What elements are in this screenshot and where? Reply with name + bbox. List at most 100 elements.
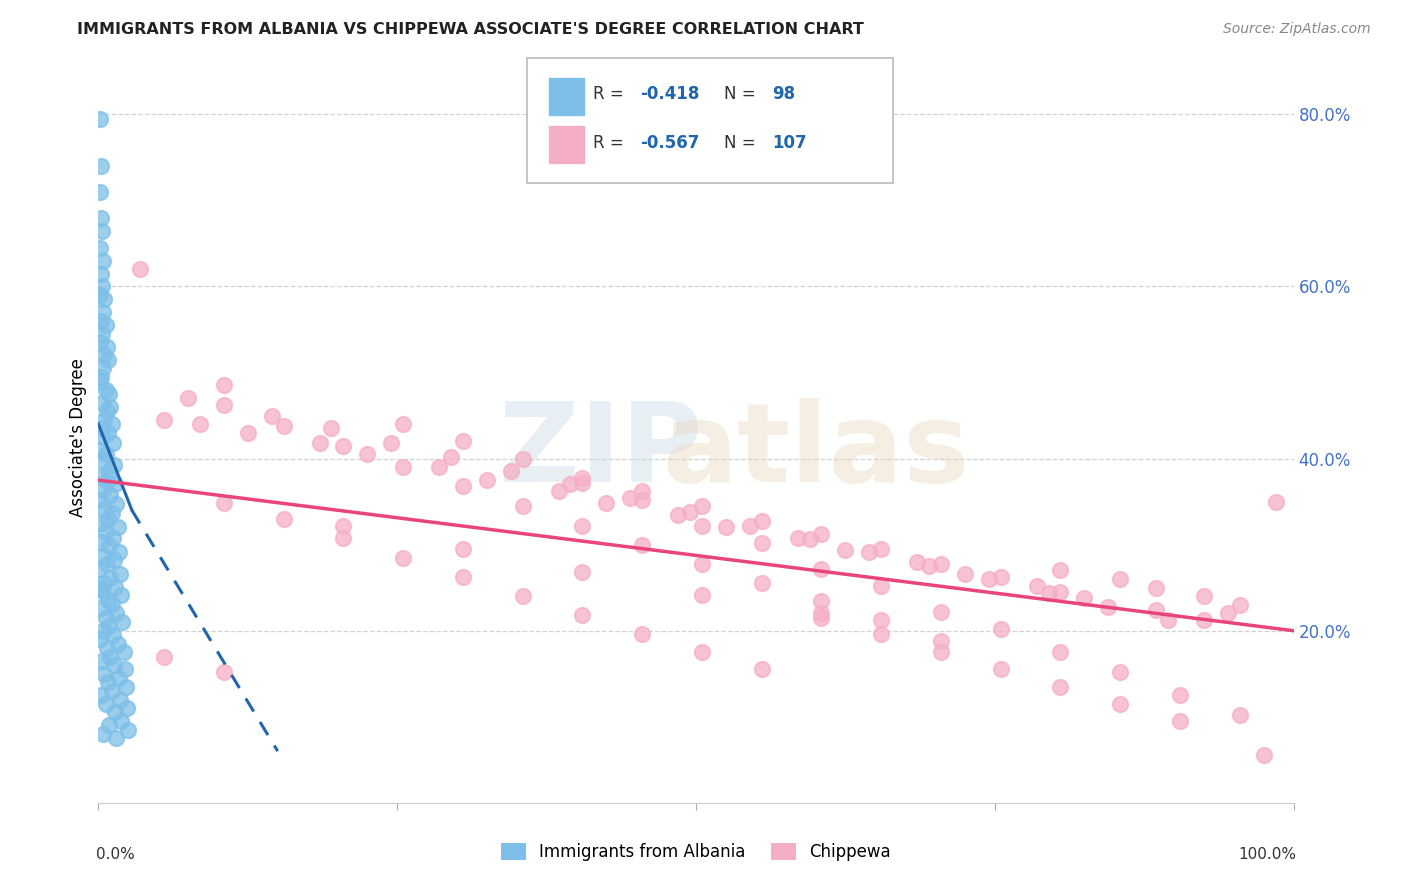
- Point: [595, 496, 617, 510]
- Point: [100, 597, 122, 611]
- Point: [451, 541, 474, 556]
- Point: [990, 622, 1012, 636]
- Point: [451, 479, 474, 493]
- Point: [308, 436, 330, 450]
- Point: [332, 518, 354, 533]
- Text: 0.0%: 0.0%: [96, 847, 135, 862]
- Point: [89, 562, 111, 576]
- Point: [332, 531, 354, 545]
- Point: [91, 253, 114, 268]
- Point: [90, 267, 112, 281]
- Point: [98, 649, 122, 664]
- Point: [1049, 585, 1071, 599]
- Point: [112, 645, 135, 659]
- Point: [1109, 665, 1132, 679]
- Point: [619, 491, 641, 505]
- Point: [153, 649, 176, 664]
- Point: [94, 697, 117, 711]
- Point: [1144, 603, 1167, 617]
- Point: [1097, 599, 1119, 614]
- Point: [571, 470, 593, 484]
- Point: [690, 499, 713, 513]
- Point: [93, 666, 115, 681]
- Point: [260, 409, 283, 423]
- Text: -0.418: -0.418: [640, 85, 699, 103]
- Point: [560, 477, 582, 491]
- Point: [94, 318, 117, 333]
- Point: [91, 654, 114, 668]
- Point: [1073, 591, 1095, 605]
- Text: Source: ZipAtlas.com: Source: ZipAtlas.com: [1223, 22, 1371, 37]
- Point: [571, 518, 593, 533]
- Point: [89, 335, 111, 350]
- Point: [105, 607, 128, 621]
- Point: [1229, 598, 1251, 612]
- Point: [110, 714, 132, 728]
- Point: [101, 531, 124, 545]
- Text: 107: 107: [772, 134, 807, 152]
- Point: [451, 434, 474, 449]
- Legend: Immigrants from Albania, Chippewa: Immigrants from Albania, Chippewa: [495, 836, 897, 868]
- Point: [918, 559, 941, 574]
- Point: [1144, 581, 1167, 595]
- Point: [96, 474, 118, 488]
- Point: [90, 369, 112, 384]
- Point: [786, 531, 808, 545]
- Point: [690, 645, 713, 659]
- Point: [89, 241, 111, 255]
- Point: [273, 512, 295, 526]
- Point: [870, 613, 893, 627]
- Point: [94, 611, 117, 625]
- Point: [108, 692, 131, 706]
- Point: [90, 601, 112, 615]
- Point: [94, 447, 117, 461]
- Point: [94, 524, 117, 539]
- Point: [89, 581, 111, 595]
- Point: [212, 496, 235, 510]
- Point: [89, 112, 111, 126]
- Point: [104, 477, 127, 491]
- Point: [870, 627, 893, 641]
- Point: [104, 706, 127, 720]
- Point: [1049, 680, 1071, 694]
- Point: [103, 458, 125, 472]
- Point: [91, 305, 114, 319]
- Point: [93, 413, 115, 427]
- Point: [96, 640, 118, 655]
- Point: [332, 439, 354, 453]
- Point: [97, 592, 120, 607]
- Point: [499, 464, 522, 478]
- Point: [129, 262, 152, 277]
- Point: [91, 727, 114, 741]
- Y-axis label: Associate's Degree: Associate's Degree: [69, 358, 87, 516]
- Point: [929, 605, 952, 619]
- Text: 100.0%: 100.0%: [1237, 847, 1296, 862]
- Point: [451, 570, 474, 584]
- Point: [1168, 688, 1191, 702]
- Text: R =: R =: [593, 134, 630, 152]
- Point: [115, 680, 138, 694]
- Point: [212, 665, 235, 679]
- Point: [1025, 579, 1047, 593]
- Point: [107, 520, 129, 534]
- Point: [103, 553, 125, 567]
- Point: [90, 468, 112, 483]
- Text: N =: N =: [724, 134, 761, 152]
- Point: [111, 615, 134, 629]
- Point: [1229, 708, 1251, 723]
- Point: [990, 662, 1012, 676]
- Point: [97, 352, 120, 367]
- Point: [108, 566, 131, 581]
- Point: [107, 671, 129, 685]
- Point: [392, 460, 415, 475]
- Point: [105, 731, 128, 746]
- Point: [810, 607, 832, 621]
- Point: [212, 398, 235, 412]
- Point: [97, 512, 120, 526]
- Point: [117, 723, 139, 737]
- Point: [475, 473, 498, 487]
- Point: [89, 632, 111, 647]
- Point: [212, 378, 235, 392]
- Point: [666, 508, 689, 522]
- Point: [89, 185, 111, 199]
